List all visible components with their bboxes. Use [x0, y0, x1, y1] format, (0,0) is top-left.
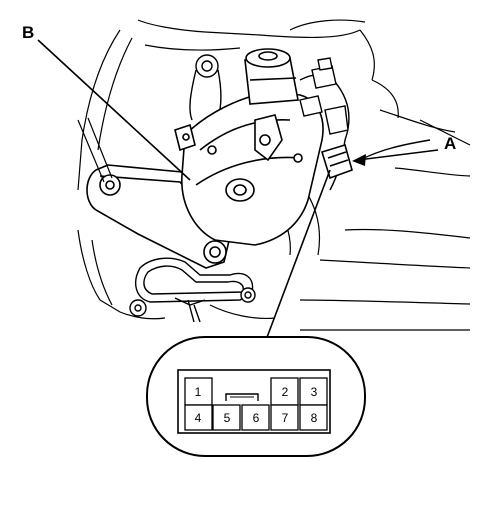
leader-detail: [265, 169, 331, 341]
pin-7: 7: [282, 411, 289, 425]
pin-4: 4: [195, 411, 202, 425]
bolt-upper-left: [189, 54, 222, 121]
pin-2: 2: [282, 385, 289, 399]
connector-lock-tab: [225, 393, 259, 401]
leader-b: [37, 39, 191, 181]
actuator-housing: [174, 91, 324, 246]
callout-a: A: [444, 134, 456, 153]
connector-a: [320, 143, 353, 180]
leader-a: [357, 149, 439, 161]
pin-6: 6: [253, 411, 260, 425]
leader-a-arrowhead: [352, 154, 366, 166]
leader-lines: [37, 39, 439, 341]
motor-cylinder: [244, 48, 299, 105]
pin-1: 1: [195, 385, 202, 399]
callout-b: B: [22, 23, 34, 42]
pin-8: 8: [311, 411, 318, 425]
pin-5: 5: [224, 411, 231, 425]
connector-bottom-row: [184, 404, 328, 431]
body-structure: [77, 19, 471, 331]
mounting-bracket: [129, 257, 256, 323]
connector-detail-view: 1 2 3 4 5 6 7 8: [146, 336, 366, 457]
pin-3: 3: [311, 385, 318, 399]
connector-top-row: [184, 377, 328, 406]
